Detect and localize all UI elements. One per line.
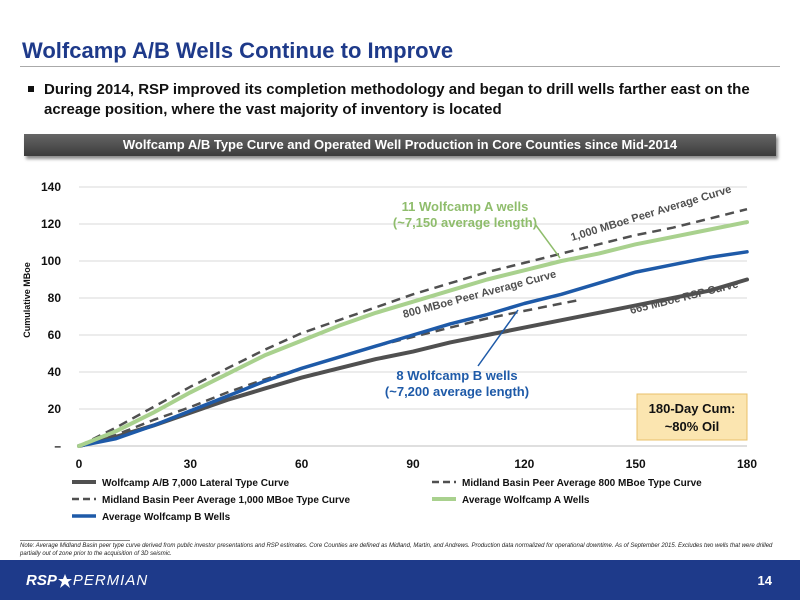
- square-bullet-icon: [28, 86, 34, 92]
- slide-title: Wolfcamp A/B Wells Continue to Improve: [22, 38, 454, 63]
- footnote-divider: [20, 540, 130, 541]
- legend-label: Midland Basin Peer Average 1,000 MBoe Ty…: [102, 495, 350, 506]
- y-tick-label: –: [54, 439, 61, 453]
- y-tick-label: 100: [41, 254, 61, 268]
- chart-legend: Wolfcamp A/B 7,000 Lateral Type Curve Mid…: [72, 478, 702, 523]
- peer-1000-curve-label: 1,000 MBoe Peer Average Curve: [569, 183, 733, 243]
- chart-annotations: 11 Wolfcamp A wells (~7,150 average leng…: [385, 183, 748, 441]
- x-tick-label: 180: [737, 457, 757, 471]
- y-tick-label: 140: [41, 180, 61, 194]
- logo-text-right: PERMIAN: [72, 572, 149, 589]
- rsp-permian-logo: RSP PERMIAN: [26, 572, 148, 589]
- logo-star-icon: [57, 573, 72, 588]
- series-line-4: [77, 250, 749, 448]
- x-tick-label: 30: [184, 457, 198, 471]
- legend-label: Average Wolfcamp A Wells: [462, 495, 590, 506]
- footer-bar: [0, 560, 800, 600]
- oil-callout-box: [636, 393, 748, 441]
- x-tick-label: 60: [295, 457, 309, 471]
- wolfcamp-b-callout-line2: (~7,200 average length): [385, 384, 529, 399]
- wolfcamp-a-callout-line1: 11 Wolfcamp A wells: [402, 199, 529, 214]
- bullet-text: During 2014, RSP improved its completion…: [44, 81, 750, 118]
- oil-callout-line2: ~80% Oil: [665, 419, 720, 434]
- peer-800-curve-label: 800 MBoe Peer Average Curve: [402, 268, 558, 321]
- x-tick-label: 120: [514, 457, 534, 471]
- x-tick-label: 90: [406, 457, 420, 471]
- title-divider: [20, 66, 780, 67]
- footnote: Note: Average Midland Basin peer type cu…: [20, 543, 773, 557]
- bullet-point: During 2014, RSP improved its completion…: [28, 80, 768, 120]
- legend-label: Average Wolfcamp B Wells: [102, 512, 231, 523]
- y-axis-label: Cumulative MBoe: [22, 262, 32, 338]
- x-tick-label: 0: [76, 457, 83, 471]
- series-line-2: [78, 207, 748, 448]
- y-tick-label: 20: [48, 402, 62, 416]
- chart-banner: Wolfcamp A/B Type Curve and Operated Wel…: [24, 134, 776, 156]
- logo-text-left: RSP: [26, 572, 57, 589]
- wolfcamp-a-callout-line2: (~7,150 average length): [393, 215, 537, 230]
- page-number: 14: [757, 573, 772, 588]
- y-axis-ticks: – 20 40 60 80 100 120 140: [41, 180, 61, 453]
- x-tick-label: 150: [626, 457, 646, 471]
- y-tick-label: 80: [48, 291, 62, 305]
- y-tick-label: 60: [48, 328, 62, 342]
- production-chart: – 20 40 60 80 100 120 140 0 30 60 90 120 150 180 Cumu…: [22, 180, 758, 523]
- y-tick-label: 120: [41, 217, 61, 231]
- legend-label: Midland Basin Peer Average 800 MBoe Type…: [462, 478, 702, 489]
- series-lines: [77, 207, 749, 448]
- x-axis-ticks: 0 30 60 90 120 150 180: [76, 457, 758, 471]
- oil-callout-line1: 180-Day Cum:: [649, 401, 736, 416]
- y-tick-label: 40: [48, 365, 62, 379]
- legend-label: Wolfcamp A/B 7,000 Lateral Type Curve: [102, 478, 290, 489]
- wolfcamp-b-callout-line1: 8 Wolfcamp B wells: [396, 368, 517, 383]
- series-line-3: [77, 220, 749, 448]
- wolfcamp-b-callout-arrow: [477, 309, 519, 367]
- wolfcamp-a-callout-arrow: [534, 223, 561, 259]
